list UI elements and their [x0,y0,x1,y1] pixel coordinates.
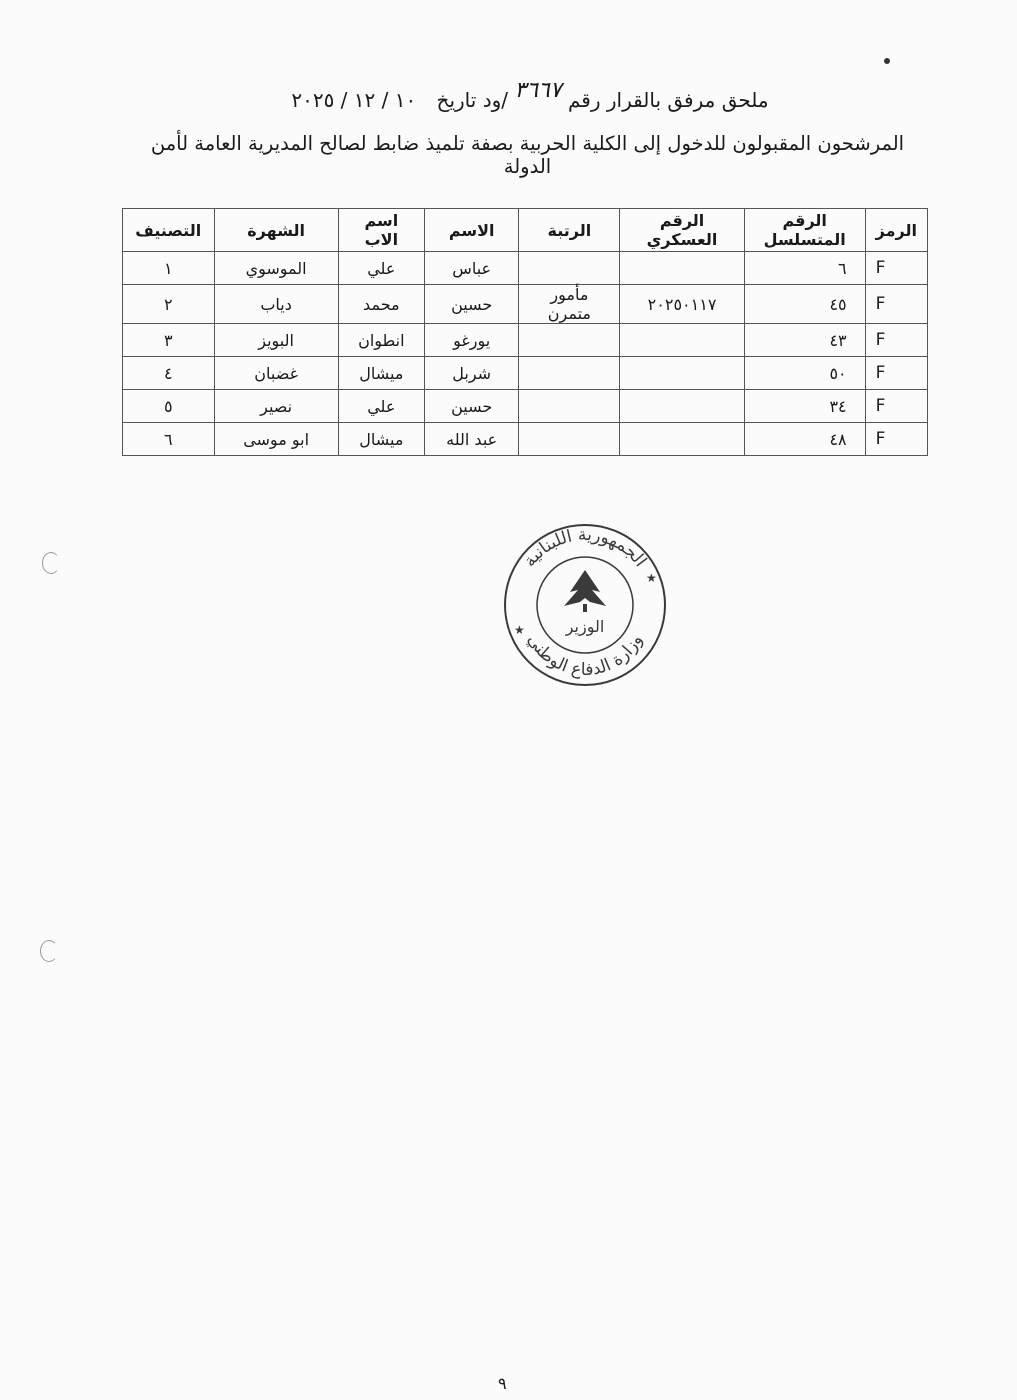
table-row: F ٥٠ شربل ميشال غضبان ٤ [122,356,929,390]
cell-code: F [864,251,929,285]
cell-military-no [619,422,745,456]
cell-code: F [864,284,929,324]
cell-name: حسين [423,284,520,324]
cell-military-no [619,389,745,423]
cell-rank [518,323,621,357]
cedar-tree-icon [564,570,606,612]
cell-serial: ٤٣ [743,323,866,357]
cell-serial: ٤٥ [743,284,866,324]
cell-classification: ٢ [122,284,215,324]
cell-name: حسين [423,389,520,423]
stamp-center-text: الوزير [565,617,605,637]
document-title: المرشحون المقبولون للدخول إلى الكلية الح… [150,132,905,178]
cell-code: F [864,389,929,423]
annex-reference-line: ملحق مرفق بالقرار رقم ٣٦٦٧ /ود تاريخ ١٠ … [280,78,780,113]
cell-classification: ٥ [122,389,215,423]
table-header-row: الرمز الرقم المتسلسل الرقم العسكري الرتبة ال… [122,208,929,252]
annex-prefix: ملحق مرفق بالقرار رقم [568,88,769,112]
cell-military-no [619,356,745,390]
table-row: F ٣٤ حسين علي نصير ٥ [122,389,929,423]
column-header: اسم الاب [337,208,425,252]
cell-name: عبد الله [423,422,520,456]
scan-speck [884,58,890,64]
ministry-stamp: الجمهورية اللبنانية وزارة الدفاع الوطني … [504,524,666,686]
cell-name: عباس [423,251,520,285]
cell-code: F [864,356,929,390]
cell-name: يورغو [423,323,520,357]
table-row: F ٤٣ يورغو انطوان البويز ٣ [122,323,929,357]
cell-military-no [619,251,745,285]
cell-rank [518,389,621,423]
cell-classification: ٣ [122,323,215,357]
column-header: الرقم العسكري [619,208,745,252]
cell-code: F [864,323,929,357]
cell-rank: مأمور متمرن [518,284,621,324]
table-row: F ٦ عباس علي الموسوي ١ [122,251,929,285]
cell-surname: الموسوي [213,251,339,285]
svg-text:الجمهورية اللبنانية: الجمهورية اللبنانية [520,525,651,571]
cell-rank [518,251,621,285]
cell-classification: ١ [122,251,215,285]
cell-serial: ٥٠ [743,356,866,390]
cell-surname: ابو موسى [213,422,339,456]
cell-father: انطوان [337,323,425,357]
column-header: التصنيف [122,208,215,252]
star-icon: ★ [514,623,525,637]
cell-surname: دياب [213,284,339,324]
cell-surname: نصير [213,389,339,423]
column-header: الاسم [423,208,520,252]
cell-classification: ٤ [122,356,215,390]
column-header: الرمز [864,208,929,252]
cell-serial: ٤٨ [743,422,866,456]
cell-serial: ٣٤ [743,389,866,423]
cell-father: علي [337,389,425,423]
cell-military-no: ٢٠٢٥٠١١٧ [619,284,745,324]
annex-suffix: /ود تاريخ [436,88,509,112]
candidates-table: الرمز الرقم المتسلسل الرقم العسكري الرتبة ال… [122,208,929,456]
cell-surname: البويز [213,323,339,357]
cell-rank [518,356,621,390]
column-header: الرقم المتسلسل [743,208,866,252]
punch-hole-mark [42,552,60,574]
cell-military-no [619,323,745,357]
cell-name: شربل [423,356,520,390]
cell-code: F [864,422,929,456]
cell-rank [518,422,621,456]
column-header: الشهرة [213,208,339,252]
cell-classification: ٦ [122,422,215,456]
cell-father: ميشال [337,356,425,390]
decision-date: ١٠ / ١٢ / ٢٠٢٥ [291,88,417,112]
cell-serial: ٦ [743,251,866,285]
cell-father: محمد [337,284,425,324]
decision-number-handwritten: ٣٦٦٧ [514,78,562,103]
cell-surname: غضبان [213,356,339,390]
page-number: ٩ [498,1374,507,1393]
star-icon: ★ [646,571,657,585]
punch-hole-mark [40,940,58,962]
table-row: F ٤٨ عبد الله ميشال ابو موسى ٦ [122,422,929,456]
stamp-top-text: الجمهورية اللبنانية [520,525,651,571]
cell-father: علي [337,251,425,285]
column-header: الرتبة [518,208,621,252]
table-row: F ٤٥ ٢٠٢٥٠١١٧ مأمور متمرن حسين محمد دياب ٢ [122,284,929,324]
cell-father: ميشال [337,422,425,456]
